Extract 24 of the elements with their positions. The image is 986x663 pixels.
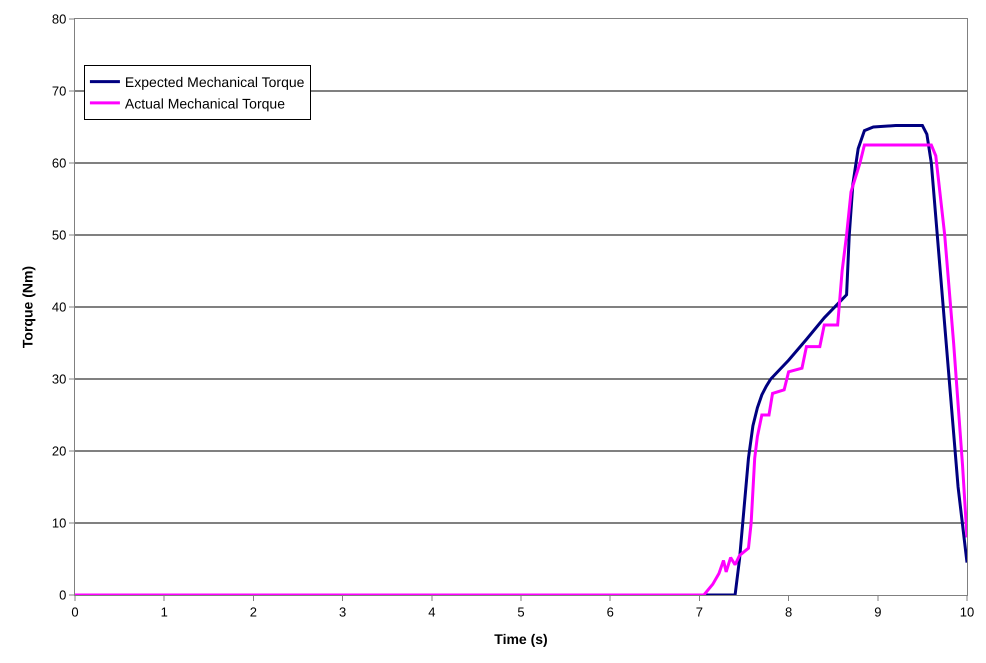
x-tick-label: 9 (874, 604, 882, 620)
x-tick-label: 0 (71, 604, 79, 620)
y-tick-label: 10 (52, 516, 66, 531)
x-tick-label: 8 (784, 604, 792, 620)
y-tick-label: 40 (52, 300, 66, 315)
y-tick-label: 60 (52, 156, 66, 171)
x-axis-title: Time (s) (494, 630, 548, 647)
y-tick-label: 20 (52, 444, 66, 459)
y-tick-label: 30 (52, 372, 66, 387)
x-tick-label: 7 (696, 604, 704, 620)
x-tick-label: 5 (517, 604, 525, 620)
y-tick-label: 70 (52, 84, 66, 99)
x-tick-label: 3 (338, 604, 346, 620)
x-tick-label: 6 (606, 604, 614, 620)
y-tick-label: 80 (52, 12, 66, 27)
x-tick-label: 2 (250, 604, 258, 620)
y-tick-label: 50 (52, 228, 66, 243)
legend-label: Expected Mechanical Torque (124, 74, 305, 90)
x-tick-label: 1 (160, 604, 168, 620)
x-tick-label: 4 (428, 604, 436, 620)
legend-label: Actual Mechanical Torque (124, 95, 286, 112)
x-tick-label: 10 (960, 604, 974, 620)
y-axis-title: Torque (Nm) (20, 266, 36, 348)
y-tick-label: 0 (59, 588, 66, 603)
